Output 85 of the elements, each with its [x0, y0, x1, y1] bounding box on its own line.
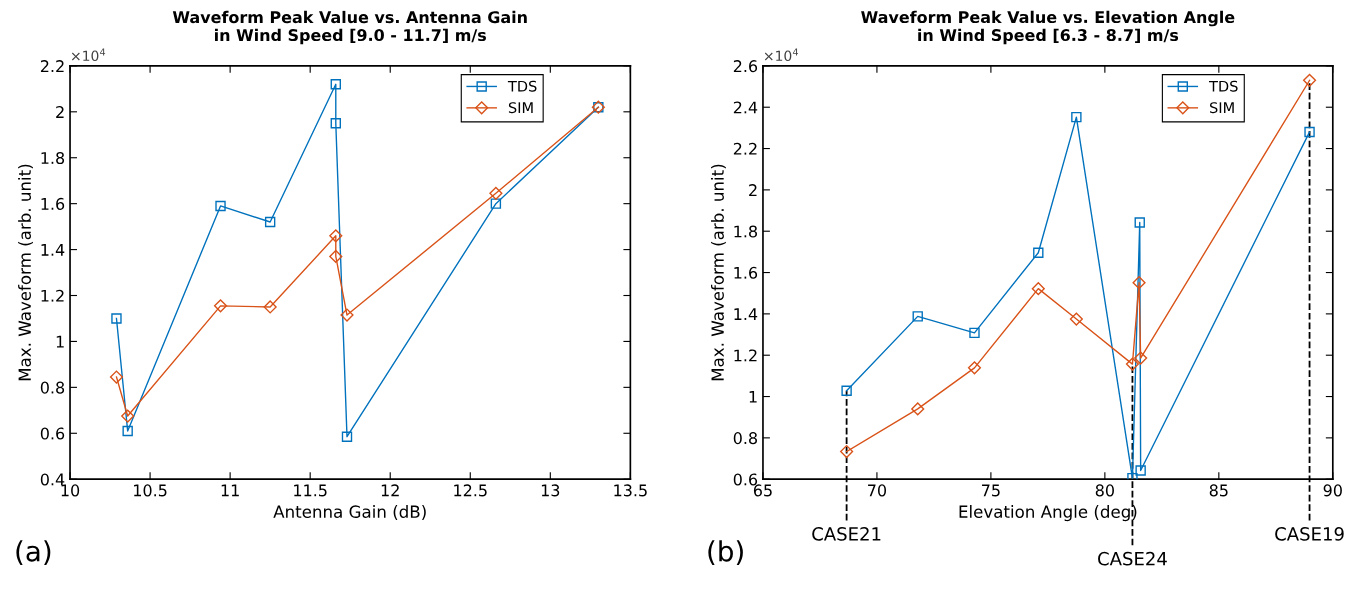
point: [330, 118, 342, 129]
point: [215, 200, 226, 212]
y-tick-label: 1.2: [734, 349, 757, 362]
y-tick-label: 0.6: [40, 427, 65, 440]
x-tick-label: 11.5: [294, 484, 327, 497]
x-tick-label: 75: [982, 484, 1000, 497]
x-tick-label: 10: [61, 484, 80, 497]
x-tick-label: 90: [1323, 484, 1342, 497]
point: [109, 370, 124, 384]
x-tick-label: 13: [541, 484, 560, 497]
point: [1069, 312, 1083, 326]
y-tick-label: 2.4: [733, 101, 758, 114]
y-axis-title: Max. Waveform (arb. unit): [711, 164, 726, 381]
point: [1135, 465, 1146, 476]
y-tick-label: 2.2: [733, 142, 757, 155]
y-tick-label: 0.8: [40, 381, 65, 394]
y-tick-label: 1.4: [734, 308, 758, 320]
legend-label: SIM: [508, 102, 533, 114]
text: ×10$^{4}$: [71, 48, 106, 62]
point: [329, 249, 343, 264]
y-tick-label: 2: [56, 106, 64, 118]
chart-title: Waveform Peak Value vs. Antenna Gain in Wind Speed [9.0 - 11.7] m/s: [172, 10, 527, 45]
point: [969, 327, 980, 339]
point: [1304, 126, 1315, 138]
point: [967, 361, 982, 375]
y-tick-label: 1.4: [41, 244, 65, 256]
point: [329, 229, 343, 243]
point: [213, 299, 228, 313]
point: [1033, 247, 1044, 258]
y-tick-label: 1.8: [41, 151, 65, 165]
point: [490, 198, 502, 209]
text: ×10$^{4}$: [764, 48, 799, 62]
legend-label: TDS: [1209, 80, 1238, 92]
ref-line-label: CASE24: [1098, 551, 1167, 566]
x-tick-label: 80: [1095, 484, 1114, 497]
point: [330, 79, 342, 90]
y-tick-label: 1.8: [734, 225, 758, 238]
x-tick-label: 13.5: [614, 484, 647, 497]
point: [841, 385, 852, 396]
point: [340, 308, 354, 322]
ref-line-label: CASE19: [1275, 527, 1344, 541]
point: [1134, 217, 1145, 228]
y-tick-label: 1: [749, 390, 757, 403]
point: [111, 313, 122, 324]
y-tick-label: 1.6: [41, 197, 65, 210]
y-tick-label: 2.2: [40, 60, 64, 72]
x-tick-label: 11: [221, 484, 239, 497]
point: [1134, 351, 1148, 365]
y-tick-label: 0.4: [40, 473, 65, 486]
ref-line-label: CASE21: [812, 527, 881, 541]
y-tick-label: 1.6: [734, 266, 758, 279]
x-axis-title: Elevation Angle (deg): [959, 505, 1137, 522]
point: [264, 216, 276, 228]
point: [1071, 111, 1082, 123]
y-axis-title: Max. Waveform (arb. unit): [18, 164, 33, 381]
point: [1125, 357, 1140, 371]
text: (a): [16, 540, 51, 565]
point: [840, 444, 854, 459]
x-tick-label: 70: [868, 484, 887, 497]
point: [1132, 276, 1146, 290]
point: [341, 431, 353, 442]
x-tick-label: 65: [753, 484, 772, 497]
point: [122, 425, 133, 437]
x-axis-title: Antenna Gain (dB): [273, 505, 426, 520]
y-tick-label: 2: [749, 184, 757, 196]
x-tick-label: 12.5: [454, 484, 487, 497]
x-tick-label: 85: [1209, 484, 1228, 497]
y-tick-label: 0.6: [733, 473, 758, 486]
x-tick-label: 12: [381, 484, 399, 497]
text: (b): [708, 540, 743, 565]
point: [489, 186, 503, 200]
point: [912, 311, 923, 322]
y-tick-label: 1: [56, 335, 64, 348]
point: [121, 409, 135, 423]
x-tick-label: 10.5: [134, 484, 167, 497]
y-tick-label: 1.2: [41, 289, 64, 302]
point: [1302, 73, 1317, 87]
point: [263, 300, 277, 314]
y-tick-label: 0.8: [733, 432, 758, 445]
legend-label: SIM: [1210, 102, 1234, 114]
chart-title: Waveform Peak Value vs. Elevation Angle in Wind Speed [6.3 - 8.7] m/s: [861, 10, 1235, 45]
point: [911, 402, 925, 416]
point: [1031, 282, 1045, 296]
legend-label: TDS: [507, 80, 537, 92]
y-tick-label: 2.6: [733, 60, 758, 73]
